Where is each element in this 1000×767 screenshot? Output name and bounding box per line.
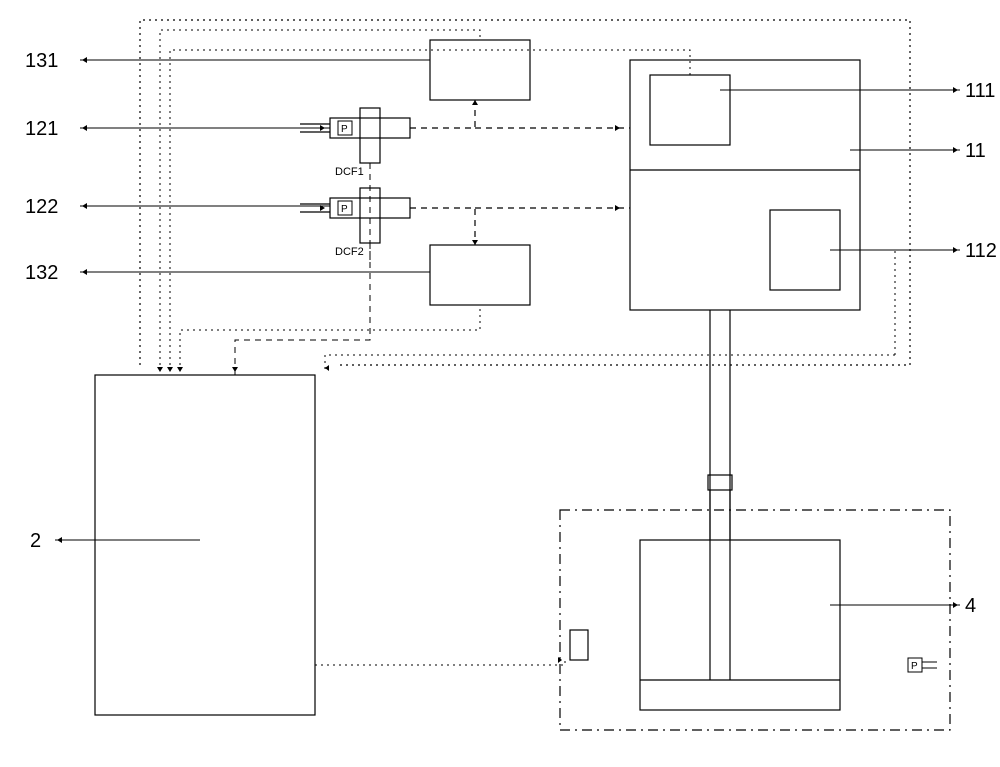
arrowhead xyxy=(953,247,958,253)
arrowhead xyxy=(320,125,325,131)
label-l11: 11 xyxy=(965,140,986,162)
p-label-p1: P xyxy=(341,124,348,135)
label-l122: 122 xyxy=(25,196,58,218)
arrowhead xyxy=(82,269,87,275)
arrowhead xyxy=(82,57,87,63)
flow-f1 xyxy=(410,100,475,128)
arrowhead xyxy=(177,367,183,372)
box-131 xyxy=(430,40,530,100)
arrowhead xyxy=(472,240,478,245)
box-111 xyxy=(650,75,730,145)
label-l2: 2 xyxy=(30,530,41,552)
box-112 xyxy=(770,210,840,290)
dashed-d1 xyxy=(235,163,370,375)
pipe-joint xyxy=(708,475,732,490)
flow-valve2_in xyxy=(300,204,330,212)
arrowhead xyxy=(325,365,329,371)
p-label-p2: P xyxy=(341,204,348,215)
arrowhead xyxy=(615,205,620,211)
valve-121-v xyxy=(360,108,380,163)
arrowhead xyxy=(953,87,958,93)
arrowhead xyxy=(472,100,478,105)
signal-s_112b xyxy=(325,355,895,370)
arrowhead xyxy=(82,203,87,209)
flow-f2 xyxy=(410,208,475,245)
arrowhead xyxy=(82,125,87,131)
label-l4: 4 xyxy=(965,595,976,617)
label-l112: 112 xyxy=(965,240,997,262)
box-132 xyxy=(430,245,530,305)
box-4 xyxy=(640,540,840,710)
arrowhead xyxy=(232,367,238,372)
arrowhead xyxy=(57,537,62,543)
arrowhead xyxy=(167,367,173,372)
small-box-bottom xyxy=(570,630,588,660)
signal-s_132 xyxy=(180,305,480,365)
arrowhead xyxy=(615,125,620,131)
label-l132: 132 xyxy=(25,262,58,284)
signal-s_112 xyxy=(840,250,895,355)
signal-s_top xyxy=(160,30,480,365)
box-2 xyxy=(95,375,315,715)
arrowhead xyxy=(157,367,163,372)
label-l121: 121 xyxy=(25,118,58,140)
box-11 xyxy=(630,60,860,310)
p-label-p3: P xyxy=(911,661,918,672)
label-dcf2: DCF2 xyxy=(335,246,364,258)
box-4-outer xyxy=(560,510,950,730)
label-l131: 131 xyxy=(25,50,58,72)
signal-s_bottom xyxy=(315,660,565,665)
label-l111: 111 xyxy=(965,80,995,102)
arrowhead xyxy=(953,147,958,153)
arrowhead xyxy=(953,602,958,608)
outer-dotted-enclosure xyxy=(140,20,910,365)
label-dcf1: DCF1 xyxy=(335,166,364,178)
